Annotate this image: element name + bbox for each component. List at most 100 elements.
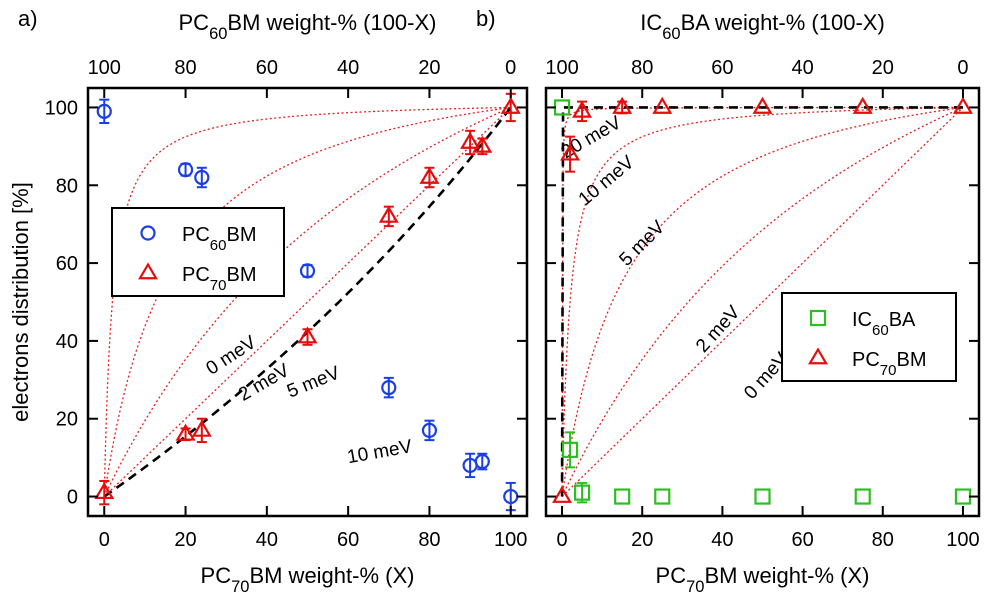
legend-marker-circle	[140, 225, 156, 241]
data-point-circle	[474, 453, 490, 470]
top-x-tick-label: 100	[88, 57, 121, 79]
x-axis-title: PC70BM weight-% (X)	[201, 563, 415, 596]
data-point-triangle	[460, 131, 481, 149]
data-point-triangle	[378, 205, 399, 223]
legend: PC60BM PC70BM	[111, 207, 285, 297]
data-point-circle	[194, 169, 210, 186]
x-tick-label: 0	[556, 529, 567, 551]
data-point-triangle	[191, 419, 212, 437]
model-curve-0mev	[103, 106, 512, 498]
data-point-triangle	[852, 96, 873, 114]
curve-label-10mev: 10 meV	[575, 152, 639, 210]
series-triangle	[552, 96, 973, 503]
data-point-triangle	[472, 135, 493, 153]
legend-marker-square	[809, 309, 827, 327]
plot-frame	[86, 86, 529, 518]
curves	[103, 106, 512, 498]
top-axis-title: PC60BM weight-% (100-X)	[179, 10, 437, 43]
x-tick-label: 60	[791, 529, 813, 551]
data-point-triangle	[612, 96, 633, 114]
data-point-triangle	[560, 143, 581, 161]
data-point-triangle	[419, 166, 440, 184]
y-tick-label: 0	[67, 487, 78, 509]
legend-label: PC70BM	[852, 349, 926, 379]
top-x-tick-label: 60	[256, 57, 278, 79]
data-point-square	[654, 488, 671, 505]
data-point-triangle	[952, 96, 973, 114]
fit-curve	[560, 106, 963, 497]
data-point-triangle	[175, 423, 196, 441]
data-point-triangle	[652, 96, 673, 114]
model-curve-2mev	[561, 106, 964, 497]
series-triangle	[94, 92, 521, 506]
data-point-circle	[96, 103, 112, 119]
x-tick-label: 20	[631, 529, 653, 551]
top-x-tick-label: 40	[791, 57, 813, 79]
top-x-tick-label: 20	[872, 57, 894, 79]
top-x-tick-label: 40	[337, 57, 359, 79]
data-point-square	[854, 488, 871, 505]
top-x-tick-label: 0	[957, 57, 968, 79]
legend-marker-triangle	[138, 262, 158, 280]
top-x-tick-label: 80	[631, 57, 653, 79]
data-point-circle	[177, 162, 194, 178]
series-square	[553, 99, 972, 505]
curve-label-10mev: 10 meV	[346, 436, 414, 468]
model-curve-10mev	[103, 106, 511, 497]
data-point-triangle	[552, 485, 573, 503]
legend-box	[111, 207, 285, 297]
curve-label-5mev: 5 meV	[616, 217, 670, 271]
y-tick-label: 100	[45, 97, 78, 119]
data-point-triangle	[572, 100, 593, 118]
legend-marker-triangle	[808, 347, 828, 365]
y-tick-label: 20	[56, 409, 78, 431]
legend-label: PC70BM	[182, 264, 256, 294]
data-point-triangle	[500, 96, 521, 114]
top-axis-title: IC60BA weight-% (100-X)	[640, 10, 885, 43]
y-tick-label: 80	[56, 175, 78, 197]
model-curve-0mev	[561, 106, 964, 498]
model-curve-10mev	[561, 106, 963, 497]
y-tick-label: 60	[56, 253, 78, 275]
data-point-square	[561, 441, 579, 458]
x-tick-label: 40	[711, 529, 733, 551]
x-tick-label: 80	[872, 529, 894, 551]
data-point-triangle	[297, 326, 318, 344]
x-axis-title: PC70BM weight-% (X)	[656, 563, 870, 596]
x-tick-label: 60	[337, 529, 359, 551]
series-circle	[96, 98, 519, 512]
top-x-tick-label: 0	[505, 57, 516, 79]
model-curve-5mev	[103, 106, 511, 497]
plot-frame	[544, 86, 981, 518]
y-tick-label: 40	[56, 331, 78, 353]
panel-label: a)	[18, 6, 38, 31]
x-tick-label: 40	[256, 529, 278, 551]
data-point-circle	[299, 263, 316, 279]
x-tick-label: 20	[174, 529, 196, 551]
data-point-square	[954, 488, 972, 505]
curve-label-2mev: 2 meV	[692, 302, 745, 357]
data-point-square	[573, 484, 591, 501]
data-point-square	[614, 488, 631, 505]
legend-label: IC60BA	[852, 309, 916, 339]
legend: IC60BA PC70BM	[781, 292, 957, 382]
data-point-circle	[421, 422, 438, 438]
curve-label-5mev: 5 meV	[284, 362, 343, 402]
top-x-tick-label: 80	[174, 57, 196, 79]
data-point-square	[754, 488, 771, 505]
x-tick-label: 80	[418, 529, 440, 551]
data-point-triangle	[752, 96, 773, 114]
x-tick-label: 100	[946, 529, 979, 551]
top-x-tick-label: 20	[418, 57, 440, 79]
data-point-circle	[381, 380, 397, 396]
y-axis-title: electrons distribution [%]	[8, 182, 33, 422]
x-tick-label: 100	[494, 529, 527, 551]
data-point-triangle	[94, 481, 115, 500]
legend-label: PC60BM	[182, 224, 256, 254]
legend-box	[781, 292, 957, 382]
top-x-tick-label: 60	[711, 57, 733, 79]
x-tick-label: 0	[99, 529, 110, 551]
